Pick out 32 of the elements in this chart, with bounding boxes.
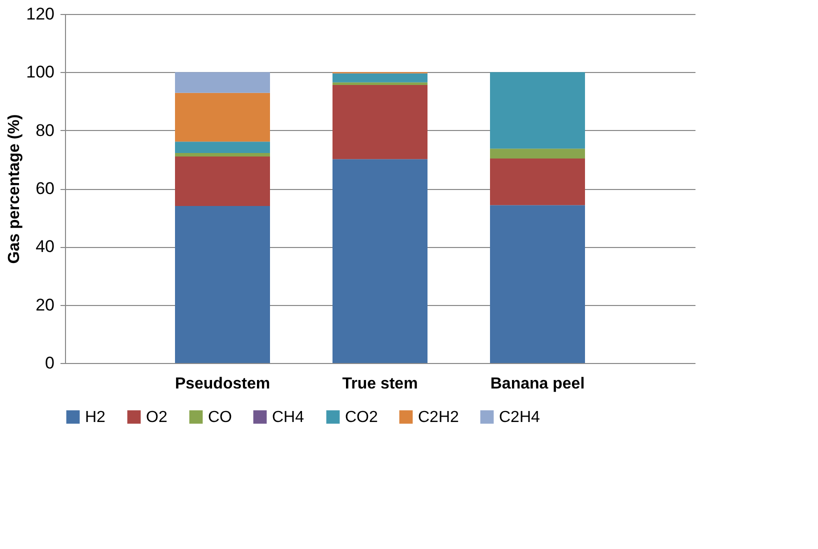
legend-label: CH4 <box>272 409 304 426</box>
bar <box>175 206 270 363</box>
bar <box>490 148 585 159</box>
bar <box>332 159 428 363</box>
bar <box>175 72 270 93</box>
bar <box>332 73 428 82</box>
bar <box>490 158 585 206</box>
y-tick-label: 60 <box>36 179 54 198</box>
bar <box>175 153 270 157</box>
y-tick-label: 0 <box>45 354 54 372</box>
bar <box>332 84 428 160</box>
y-tick-label: 100 <box>26 62 54 82</box>
x-tick-label: Pseudostem <box>174 376 270 392</box>
legend-label: CO2 <box>345 409 378 426</box>
y-axis-title: Gas percentage (%) <box>6 114 24 264</box>
bar <box>175 142 270 154</box>
y-tick-label: 120 <box>26 4 54 24</box>
legend-label: CO <box>208 409 232 426</box>
bar <box>490 205 585 363</box>
legend-label: H2 <box>85 409 106 426</box>
bar <box>175 92 270 142</box>
bar <box>175 156 270 206</box>
y-tick-label: 20 <box>36 295 54 314</box>
bar <box>490 72 585 149</box>
x-tick-label: True stem <box>342 376 418 392</box>
legend-label: C2H4 <box>499 409 540 426</box>
x-tick-label: Banana peel <box>490 376 585 392</box>
y-tick-label: 80 <box>36 120 54 140</box>
bar <box>332 82 428 85</box>
legend-label: C2H2 <box>418 409 460 426</box>
y-tick-label: 40 <box>36 237 54 256</box>
legend-label: O2 <box>146 409 168 426</box>
